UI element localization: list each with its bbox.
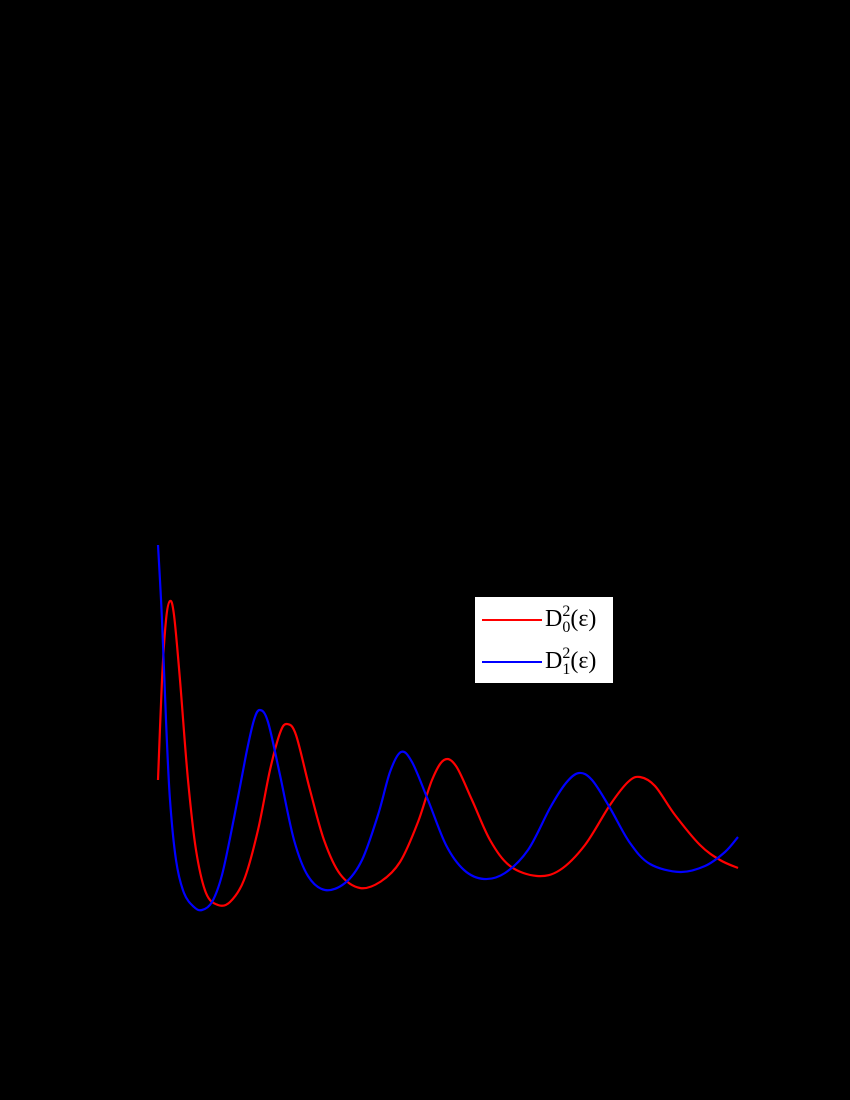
legend-item-d1: D12(ε) xyxy=(475,641,615,681)
legend: D02(ε) D12(ε) xyxy=(474,596,614,684)
legend-label-d0: D02(ε) xyxy=(545,603,597,636)
legend-line-blue xyxy=(482,661,542,663)
series-d0-curve xyxy=(156,599,739,907)
legend-label-d1: D12(ε) xyxy=(545,645,597,678)
series-d1-curve xyxy=(156,544,739,912)
legend-item-d0: D02(ε) xyxy=(475,599,615,639)
legend-line-red xyxy=(482,619,542,621)
